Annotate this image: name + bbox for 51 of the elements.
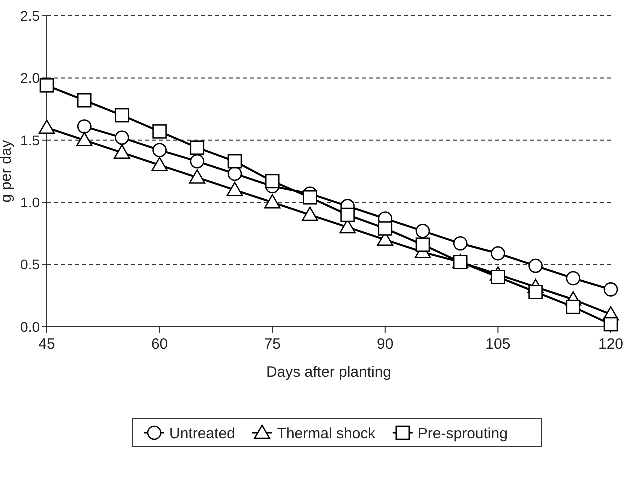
legend-label: Untreated [170,425,236,442]
point [189,170,206,184]
point [528,258,543,274]
x-tick-label: 120 [598,336,624,353]
y-tick-label: 2.5 [20,8,40,24]
point [152,143,167,158]
point [76,132,93,147]
point [115,130,130,146]
y-axis-title: g per day [0,140,15,203]
point [528,285,543,300]
legend-label: Pre-sprouting [418,425,508,442]
x-tick-label: 75 [264,336,281,353]
y-tick-label: 2.0 [20,70,40,86]
point [302,206,318,222]
point [152,157,168,172]
x-axis-title: Days after planting [266,364,392,381]
point [416,238,430,252]
point [491,246,506,261]
point [114,144,130,159]
x-tick-label: 45 [38,336,56,353]
point [190,140,205,156]
point [115,108,130,123]
x-tick-label: 90 [377,336,394,353]
point [77,120,92,134]
legend-label: Thermal shock [277,425,376,442]
point [228,166,242,182]
point [453,236,468,251]
y-tick-label: 0.0 [20,318,40,335]
y-tick-label: 0.5 [20,256,40,273]
point [303,190,318,205]
point [38,120,56,134]
point [265,174,280,189]
y-tick-label: 1.5 [20,132,40,148]
y-tick-label: 1.0 [20,194,40,210]
point [152,124,167,139]
point [378,222,393,236]
point [228,154,242,169]
point [491,270,506,284]
point [566,300,581,314]
point [40,78,54,93]
point [604,317,618,332]
point [77,93,92,108]
x-tick-label: 105 [486,336,511,353]
x-tick-label: 60 [151,336,168,353]
point [566,271,581,286]
point [190,154,205,169]
point [416,224,430,238]
point [226,182,244,196]
point [340,208,355,222]
point [264,194,281,209]
point [604,282,618,297]
